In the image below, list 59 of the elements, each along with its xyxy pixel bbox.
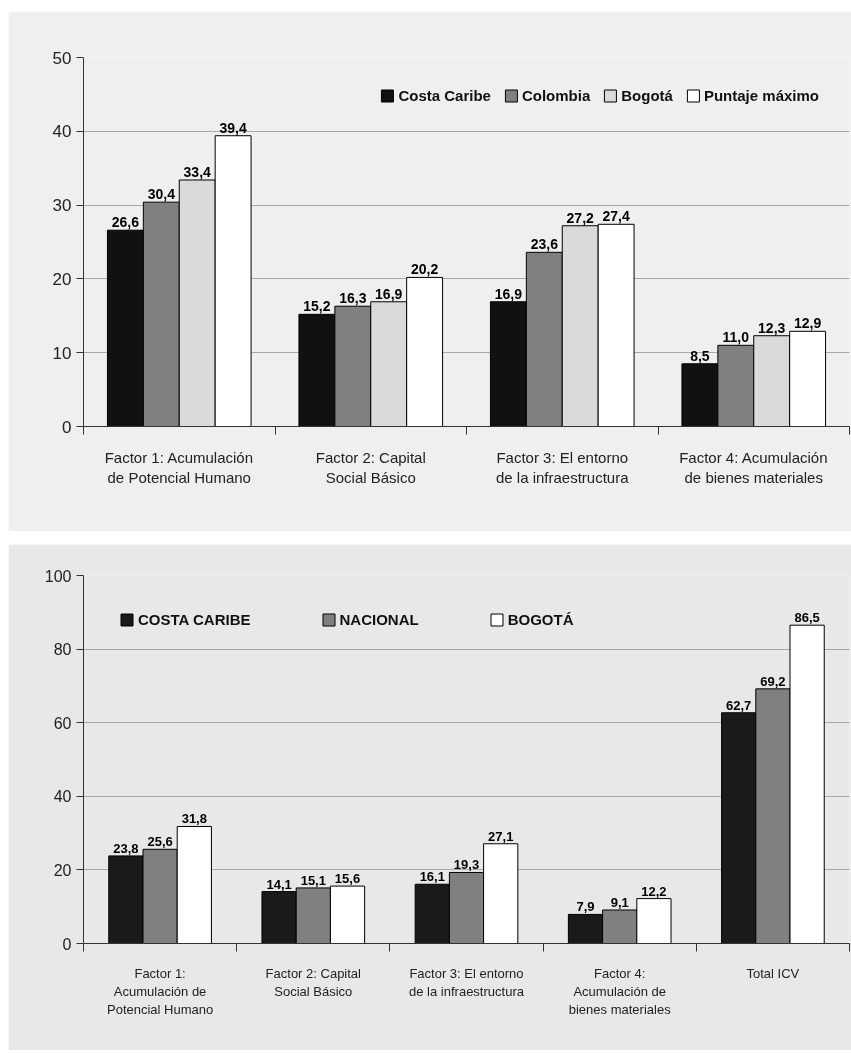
data-label: 26,6 [111,214,140,231]
y-tick-label: 30 [52,196,72,216]
data-label: 33,4 [183,164,212,181]
y-tick-label: 40 [53,788,72,806]
x-tick-label: Factor 3: El entorno de la infraestructura [409,965,525,999]
legend-label: Costa Caribe [398,87,491,104]
data-label: 86,5 [794,610,820,626]
y-tick-label: 60 [53,714,72,732]
y-tick-label: 20 [52,269,72,289]
x-tick-label: Total ICV [746,965,800,981]
x-tick-label: Factor 3: El entorno de la infraestructura [495,448,630,486]
legend-label: Colombia [521,87,591,104]
x-tick-label: Factor 1: Acumulación de Potencial Humano [106,965,214,1017]
data-label: 31,8 [181,811,207,827]
legend-label: BOGOTÁ [507,611,574,628]
data-label: 23,6 [530,236,559,253]
data-label: 15,6 [334,871,361,887]
data-label: 16,9 [494,285,523,302]
y-tick-label: 20 [53,861,72,879]
y-tick-label: 80 [53,641,72,659]
data-label: 69,2 [760,673,786,689]
data-label: 16,1 [419,869,445,885]
data-label: 23,8 [113,840,139,856]
y-tick-label: 0 [62,935,72,953]
data-label: 9,1 [610,895,629,911]
data-label: 15,1 [300,872,326,888]
data-label: 25,6 [147,834,173,850]
legend-label: Puntaje máximo [703,87,819,104]
x-tick-label: Factor 1: Acumulación de Potencial Humano [104,448,254,486]
y-tick-label: 0 [62,417,72,437]
data-label: 19,3 [453,857,480,873]
data-label: 30,4 [147,186,176,203]
legend-label: Bogotá [621,87,673,104]
y-tick-label: 40 [52,122,72,142]
data-label: 12,3 [758,319,786,336]
data-label: 20,2 [410,261,439,278]
data-label: 62,7 [726,697,752,713]
data-label: 15,2 [303,298,331,315]
data-label: 14,1 [266,876,292,892]
y-tick-label: 10 [52,343,72,363]
y-tick-label: 100 [44,567,72,585]
data-label: 27,1 [488,828,514,844]
data-label: 16,9 [375,285,403,302]
data-label: 27,4 [602,208,630,225]
data-label: 7,9 [576,899,595,915]
data-label: 16,3 [339,290,367,307]
data-label: 11,0 [722,329,750,346]
x-tick-label: Factor 2: Capital Social Básico [315,448,426,486]
legend-label: COSTA CARIBE [138,611,251,628]
legend-label: NACIONAL [339,611,419,628]
x-tick-label: Factor 4: Acumulación de bienes materiales [568,965,672,1017]
data-label: 39,4 [219,119,247,136]
x-tick-label: Factor 4: Acumulación de bienes materiales [679,448,828,486]
data-label: 12,9 [793,315,822,332]
data-label: 12,2 [641,883,667,899]
data-label: 8,5 [690,347,710,364]
data-label: 27,2 [566,209,595,226]
x-tick-label: Factor 2: Capital Social Básico [265,965,362,999]
y-tick-label: 50 [52,48,72,68]
